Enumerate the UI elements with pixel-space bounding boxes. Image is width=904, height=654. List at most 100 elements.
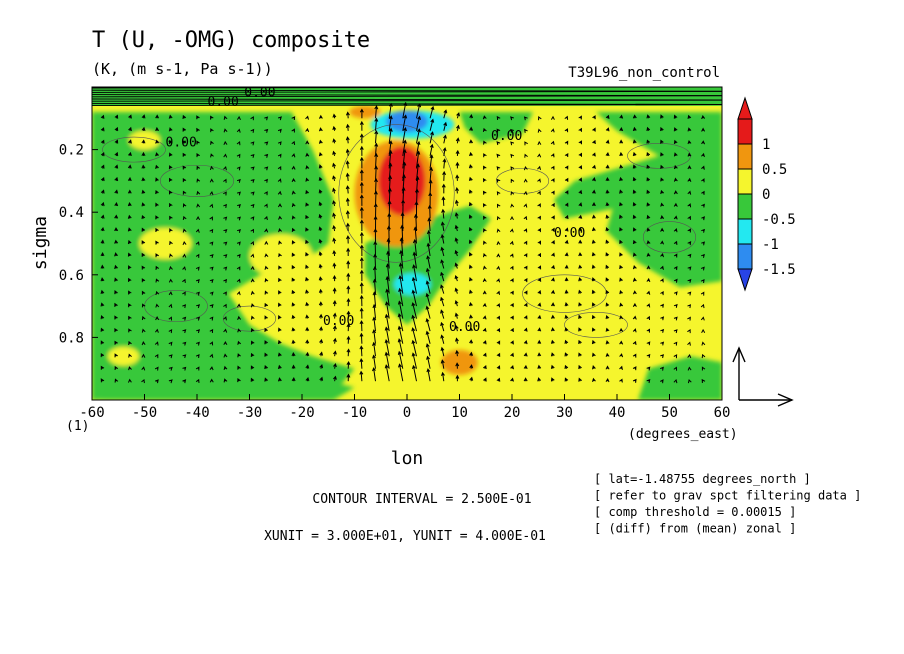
wind-vector-928	[673, 164, 678, 170]
wind-vector-929	[673, 177, 678, 182]
wind-vector-327	[291, 352, 296, 357]
wind-vector-953	[687, 203, 692, 208]
wind-vector-322	[291, 289, 296, 295]
wind-vector-708	[537, 165, 541, 171]
wind-vector-834	[605, 365, 610, 370]
wind-vector-931	[673, 202, 678, 207]
wind-vector-725	[537, 377, 542, 382]
wind-vector-46	[128, 139, 132, 144]
wind-vector-973	[701, 178, 705, 183]
wind-vector-259	[250, 328, 255, 333]
wind-vector-215	[223, 328, 228, 333]
wind-vector-711	[537, 203, 541, 208]
wind-vector-790	[578, 364, 582, 370]
wind-vector-864	[632, 189, 637, 194]
wind-vector-154	[196, 115, 200, 120]
wind-vector-91	[155, 152, 159, 157]
wind-vector-43	[114, 378, 119, 383]
wind-vector-732	[551, 190, 555, 195]
wind-vector-681	[510, 377, 514, 382]
wind-vector-139	[182, 203, 187, 208]
wind-vector-863	[632, 176, 637, 182]
note-line-0: [ lat=-1.48755 degrees_north ]	[594, 472, 811, 486]
wind-vector-194	[209, 341, 214, 346]
wind-vector-106	[154, 341, 159, 346]
wind-vector-547	[425, 343, 431, 357]
wind-vector-225	[236, 178, 241, 183]
wind-vector-648	[496, 240, 501, 246]
wind-vector-283	[264, 352, 268, 357]
wind-vector-446	[374, 177, 378, 194]
wind-vector-282	[264, 340, 268, 345]
wind-vector-972	[701, 165, 705, 170]
wind-vector-94	[155, 189, 159, 195]
wind-vector-573	[456, 124, 460, 131]
wind-vector-69	[141, 151, 146, 157]
wind-vector-3	[100, 152, 105, 157]
wind-vector-200	[223, 140, 228, 146]
wind-vector-402	[345, 185, 350, 194]
wind-vector-88	[155, 114, 160, 119]
colorbar-segment-2	[737, 168, 753, 195]
wind-vector-593	[455, 374, 460, 382]
wind-vector-484	[402, 101, 408, 119]
wind-vector-746	[550, 364, 555, 369]
wind-vector-214	[223, 316, 227, 321]
wind-vector-258	[250, 315, 255, 320]
wind-vector-373	[319, 376, 324, 382]
wind-vector-260	[250, 340, 255, 345]
wind-vector-948	[687, 139, 692, 145]
wind-vector-643	[496, 178, 501, 183]
wind-vector-157	[196, 152, 200, 158]
wind-vector-577	[455, 174, 460, 181]
wind-vector-128	[168, 341, 173, 346]
wind-vector-83	[141, 328, 146, 333]
x-tick-label: 0	[403, 405, 411, 421]
wind-vector-801	[591, 226, 596, 232]
wind-vector-776	[578, 189, 583, 195]
wind-vector-269	[264, 178, 268, 183]
wind-vector-706	[537, 140, 542, 146]
wind-vector-727	[550, 128, 555, 133]
wind-vector-501	[397, 312, 404, 332]
wind-vector-110	[168, 114, 173, 119]
wind-vector-738	[551, 264, 555, 270]
wind-vector-536	[427, 204, 432, 219]
wind-vector-318	[291, 240, 296, 245]
wind-vector-813	[592, 377, 596, 382]
wind-vector-223	[236, 153, 241, 158]
wind-vector-475	[385, 263, 390, 282]
wind-vector-478	[385, 301, 390, 319]
wind-vector-384	[332, 237, 337, 244]
wind-vector-379	[332, 175, 336, 182]
wind-vector-224	[236, 166, 241, 171]
wind-vector-459	[372, 341, 377, 357]
wind-vector-669	[509, 228, 514, 233]
wind-vector-765	[564, 327, 569, 332]
wind-vector-803	[591, 252, 596, 257]
wind-vector-614	[469, 364, 474, 369]
wind-vector-102	[155, 290, 160, 296]
wind-vector-736	[551, 240, 555, 245]
wind-vector-836	[619, 114, 624, 119]
wind-vector-942	[673, 341, 678, 346]
wind-vector-878	[632, 366, 637, 371]
wind-vector-457	[372, 316, 377, 332]
wind-vector-635	[482, 352, 487, 357]
wind-vector-822	[605, 214, 610, 219]
wind-vector-874	[632, 315, 637, 320]
wind-vector-777	[578, 202, 583, 207]
wind-vector-286	[277, 116, 282, 121]
wind-vector-574	[455, 137, 460, 144]
wind-vector-636	[482, 365, 487, 370]
wind-vector-230	[236, 241, 241, 246]
wind-vector-891	[646, 252, 651, 257]
wind-vector-266	[264, 141, 269, 146]
wind-vector-619	[483, 153, 487, 158]
wind-vector-872	[632, 290, 637, 295]
wind-vector-20	[100, 365, 105, 370]
wind-vector-506	[416, 103, 422, 119]
wind-vector-114	[168, 165, 173, 170]
wind-vector-428	[359, 231, 364, 244]
